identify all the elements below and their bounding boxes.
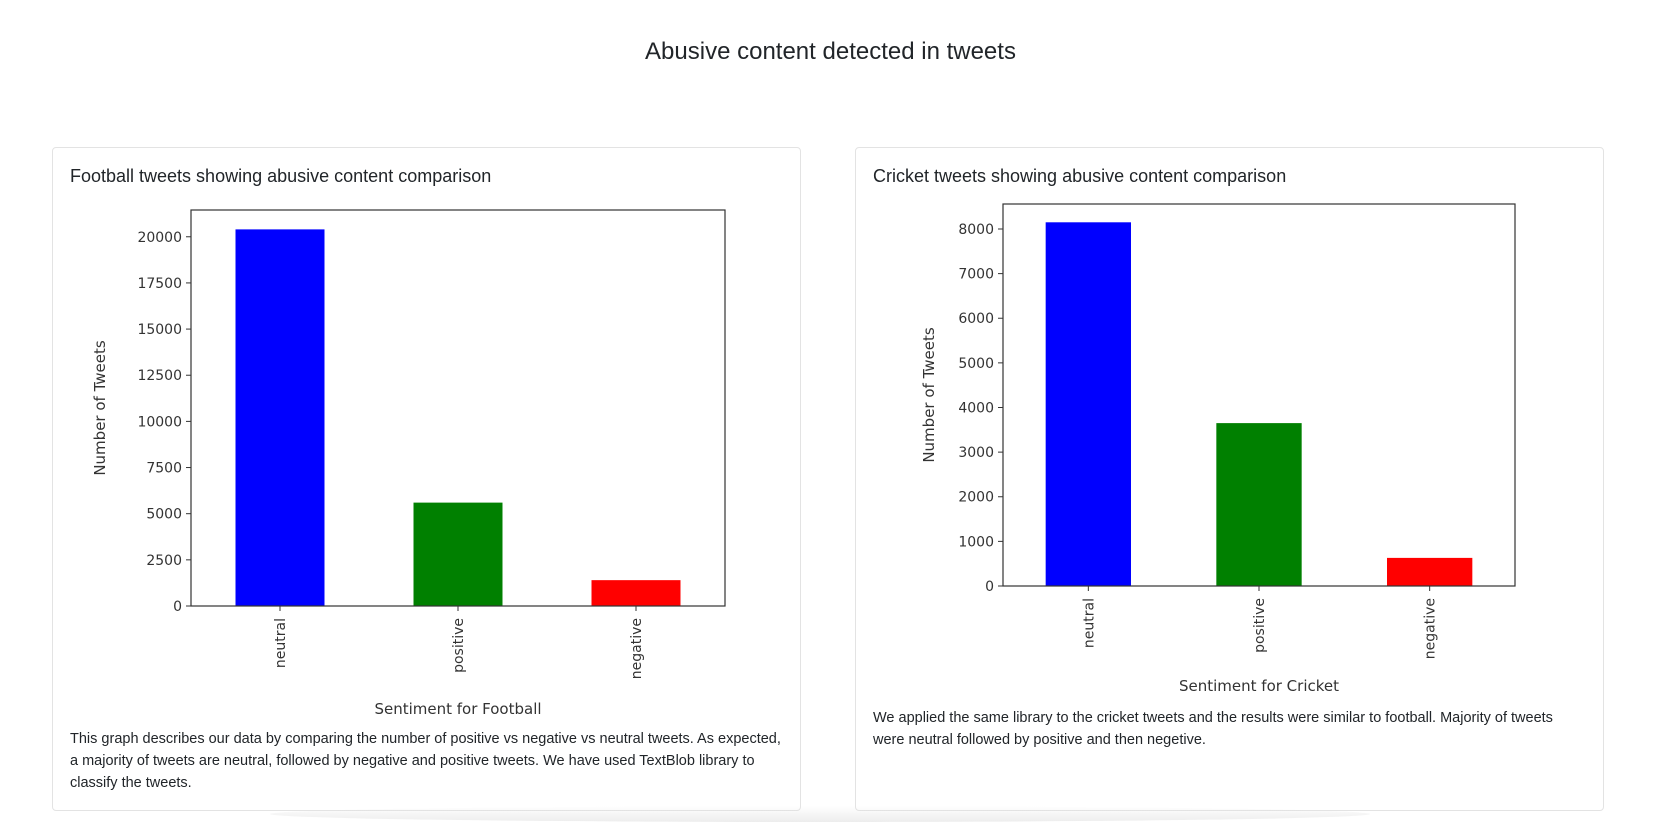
cricket-y-tick-label: 7000 (958, 267, 994, 283)
cricket-card-title: Cricket tweets showing abusive content c… (873, 166, 1287, 186)
football-card-title: Football tweets showing abusive content … (70, 166, 492, 186)
football-x-tick-label-neutral: neutral (273, 618, 289, 668)
football-y-tick-label: 15000 (137, 322, 182, 338)
football-chart-card: Football tweets showing abusive content … (52, 147, 801, 811)
football-y-tick-label: 12500 (137, 368, 182, 384)
cricket-card-description: We applied the same library to the crick… (873, 710, 1553, 748)
football-y-axis-label: Number of Tweets (91, 340, 109, 476)
football-y-tick-label: 20000 (137, 230, 182, 246)
football-bar-neutral (235, 229, 325, 606)
cricket-y-tick-label: 1000 (958, 534, 994, 550)
cricket-bar-negative (1387, 557, 1473, 586)
football-y-tick-label: 10000 (137, 414, 182, 430)
cricket-y-tick-label: 0 (985, 579, 994, 595)
football-bar-positive (413, 502, 503, 606)
cricket-x-tick-label-positive: positive (1252, 598, 1268, 653)
page-title: Abusive content detected in tweets (645, 38, 1016, 65)
football-y-tick-label: 5000 (146, 507, 182, 523)
cricket-x-tick-label-neutral: neutral (1081, 598, 1097, 648)
football-y-tick-label: 17500 (137, 276, 182, 292)
cricket-bar-positive (1216, 423, 1302, 586)
football-y-tick-label: 7500 (146, 461, 182, 477)
football-x-tick-label-negative: negative (629, 618, 645, 679)
cricket-y-tick-label: 4000 (958, 400, 994, 416)
football-card-description: This graph describes our data by compari… (70, 731, 781, 791)
football-y-tick-label: 2500 (146, 553, 182, 569)
bottom-shadow (270, 806, 1370, 822)
cricket-y-tick-label: 8000 (958, 222, 994, 238)
cricket-x-axis-label: Sentiment for Cricket (1179, 677, 1339, 695)
cricket-chart-card: Cricket tweets showing abusive content c… (855, 147, 1604, 811)
cricket-y-tick-label: 3000 (958, 445, 994, 461)
football-bar-negative (591, 580, 681, 606)
football-x-axis-label: Sentiment for Football (374, 700, 541, 718)
cricket-bar-neutral (1045, 222, 1131, 586)
cricket-y-tick-label: 2000 (958, 490, 994, 506)
football-x-tick-label-positive: positive (451, 618, 467, 673)
cricket-x-tick-label-negative: negative (1423, 598, 1439, 659)
cricket-y-tick-label: 6000 (958, 311, 994, 327)
cricket-y-axis-label: Number of Tweets (920, 327, 938, 463)
football-bar-chart: 0 2500 5000 7500 10000 12500 15000 17500 20000 ne… (91, 209, 726, 718)
cricket-y-tick-label: 5000 (958, 356, 994, 372)
football-y-tick-label: 0 (173, 599, 182, 615)
cricket-bar-chart: 0 1000 2000 3000 4000 5000 6000 7000 8000 neutral… (920, 203, 1516, 695)
